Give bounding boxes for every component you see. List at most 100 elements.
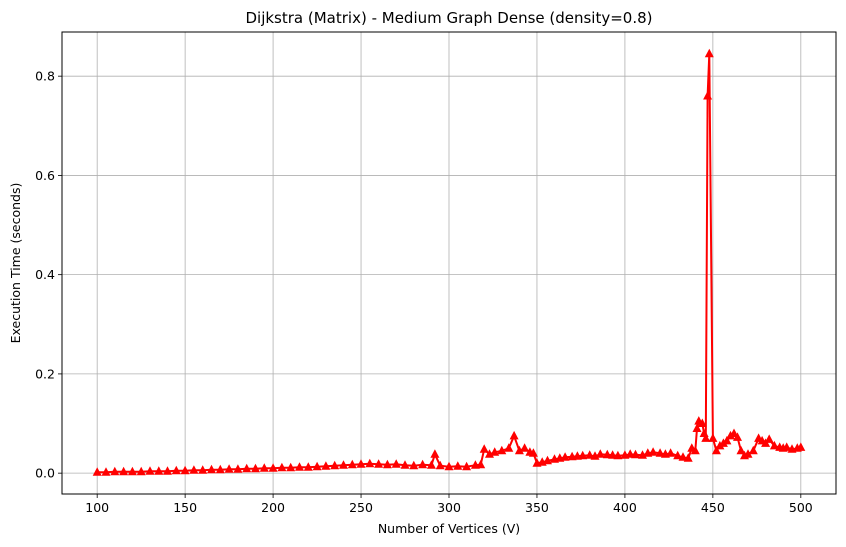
y-axis-label: Execution Time (seconds) <box>8 183 23 344</box>
data-point-marker <box>444 461 454 471</box>
chart-title: Dijkstra (Matrix) - Medium Graph Dense (… <box>245 9 652 27</box>
data-point-marker <box>528 448 538 457</box>
data-point-marker <box>701 433 711 442</box>
data-point-marker <box>435 460 445 470</box>
y-tick-label: 0.2 <box>35 366 55 381</box>
data-point-marker <box>733 432 742 441</box>
data-point-marker <box>509 430 519 440</box>
data-point-marker <box>400 460 410 469</box>
data-point-marker <box>673 450 683 460</box>
x-tick-label: 450 <box>701 500 725 515</box>
data-point-marker <box>743 449 753 458</box>
data-point-marker <box>136 466 146 476</box>
data-point-marker <box>163 466 172 475</box>
data-point-marker <box>796 442 806 451</box>
data-point-marker <box>560 452 570 461</box>
data-point-marker <box>339 460 348 469</box>
data-point-marker <box>462 461 472 471</box>
y-tick-label: 0.4 <box>35 267 55 282</box>
data-point-marker <box>295 462 304 471</box>
data-point-marker <box>648 447 658 456</box>
data-point-marker <box>595 449 605 458</box>
data-point-marker <box>453 461 463 470</box>
data-point-marker <box>678 452 688 461</box>
data-point-marker <box>180 465 190 475</box>
data-point-marker <box>207 464 216 474</box>
data-point-marker <box>233 464 243 473</box>
data-point-marker <box>347 459 357 469</box>
data-point-marker <box>286 462 296 472</box>
data-point-marker <box>430 449 440 458</box>
data-point-marker <box>490 447 500 456</box>
data-point-marker <box>321 461 331 470</box>
data-point-marker <box>224 464 234 473</box>
data-point-marker <box>303 462 313 471</box>
data-point-marker <box>110 466 120 476</box>
data-point-marker <box>782 442 792 451</box>
data-point-marker <box>365 458 375 468</box>
data-point-marker <box>418 459 428 469</box>
data-point-marker <box>748 445 758 455</box>
data-point-marker <box>683 453 693 462</box>
data-point-marker <box>497 445 507 455</box>
data-point-marker <box>409 460 419 470</box>
data-point-marker <box>578 450 588 460</box>
data-point-marker <box>543 455 552 465</box>
x-tick-label: 350 <box>525 500 549 515</box>
x-axis-label: Number of Vertices (V) <box>378 521 520 536</box>
data-point-marker <box>277 462 287 472</box>
y-tick-label: 0.6 <box>35 168 55 183</box>
data-point-marker <box>504 443 514 452</box>
data-point-marker <box>514 445 524 455</box>
data-point-marker <box>704 48 714 58</box>
data-point-marker <box>127 466 137 476</box>
x-tick-label: 400 <box>613 500 637 515</box>
data-point-marker <box>655 448 665 457</box>
data-point-marker <box>215 464 225 474</box>
data-point-marker <box>154 466 164 475</box>
data-point-marker <box>666 448 676 457</box>
data-point-marker <box>613 450 623 460</box>
data-point-marker <box>242 463 252 473</box>
data-point-marker <box>708 433 718 442</box>
data-point-marker <box>426 460 436 469</box>
data-point-marker <box>356 459 366 468</box>
data-point-marker <box>119 466 129 476</box>
data-point-marker <box>198 465 208 474</box>
x-tick-label: 500 <box>789 500 813 515</box>
data-point-marker <box>330 460 340 470</box>
data-point-marker <box>736 445 746 455</box>
data-point-marker <box>703 91 713 100</box>
data-point-marker <box>189 465 199 474</box>
data-point-marker <box>251 463 260 473</box>
data-point-marker <box>171 465 181 475</box>
data-point-marker <box>711 445 721 455</box>
y-tick-label: 0.8 <box>35 69 55 84</box>
data-point-marker <box>101 467 111 476</box>
y-tick-label: 0.0 <box>35 466 55 481</box>
data-point-marker <box>690 445 700 455</box>
data-point-marker <box>479 444 489 453</box>
data-point-marker <box>391 459 401 468</box>
data-point-marker <box>268 463 278 472</box>
data-point-marker <box>312 461 322 471</box>
data-point-marker <box>382 459 392 469</box>
data-point-marker <box>585 450 595 459</box>
x-tick-label: 100 <box>85 500 109 515</box>
x-tick-label: 300 <box>437 500 461 515</box>
x-tick-label: 200 <box>261 500 285 515</box>
data-point-marker <box>374 459 384 468</box>
data-point-marker <box>769 440 779 450</box>
x-tick-label: 250 <box>349 500 373 515</box>
data-point-marker <box>476 459 486 469</box>
data-point-marker <box>697 418 707 427</box>
data-series <box>92 48 806 476</box>
axis-ticks: 100 150 200 250 300 350 400 450 500 0.0 0.2 0.4 0.6 0… <box>35 69 813 515</box>
data-point-marker <box>722 435 732 445</box>
data-point-marker <box>145 466 155 475</box>
data-point-marker <box>692 423 702 432</box>
data-point-marker <box>92 467 102 476</box>
x-tick-label: 150 <box>173 500 197 515</box>
